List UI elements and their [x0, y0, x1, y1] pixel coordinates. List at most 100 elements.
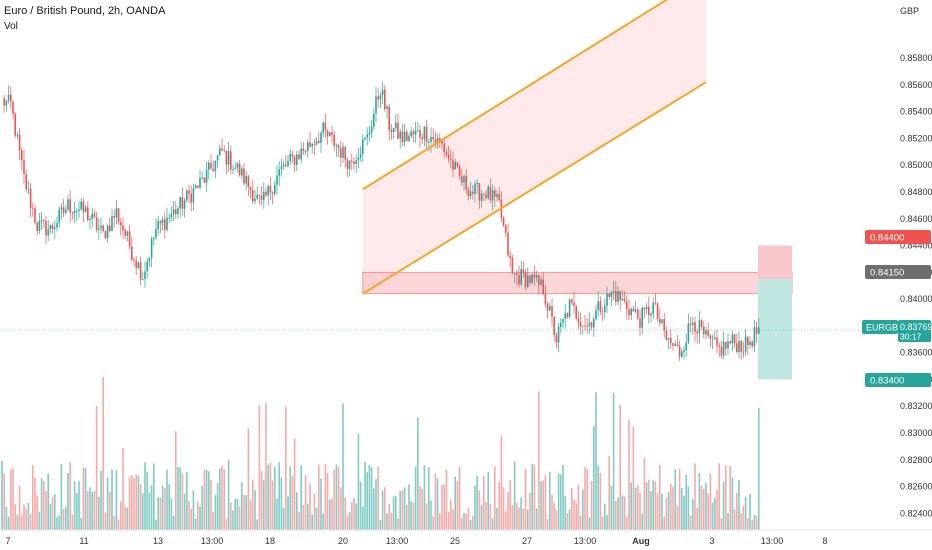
- volume-bar: [267, 464, 269, 530]
- volume-bar: [87, 491, 89, 530]
- volume-bar: [329, 499, 331, 530]
- candle-body: [505, 225, 507, 233]
- volume-bar: [230, 502, 232, 530]
- candle-body: [533, 274, 536, 278]
- volume-bar: [386, 513, 388, 530]
- candle-body: [23, 160, 25, 175]
- candle-body: [472, 191, 474, 194]
- candle-body: [355, 160, 357, 165]
- volume-bar: [408, 484, 410, 530]
- volume-bar: [98, 496, 100, 530]
- volume-bar: [758, 407, 760, 530]
- candle-body: [740, 340, 742, 352]
- candle-body: [331, 132, 333, 136]
- volume-bar: [344, 497, 346, 530]
- volume-bar: [755, 515, 758, 530]
- volume-bar: [659, 465, 661, 530]
- volume-bar: [76, 492, 78, 530]
- candle-body: [137, 262, 140, 268]
- candle-body: [181, 197, 184, 209]
- volume-bar: [71, 514, 74, 530]
- candle-body: [282, 164, 285, 167]
- volume-bar: [601, 516, 604, 530]
- volume-bar: [667, 491, 670, 530]
- candle-body: [21, 150, 23, 161]
- volume-bar: [73, 481, 76, 530]
- volume-bar: [555, 510, 558, 530]
- volume-bar: [709, 473, 712, 530]
- volume-bar: [751, 519, 753, 530]
- volume-bar: [678, 468, 681, 530]
- candle-body: [716, 337, 718, 346]
- volume-bar: [615, 500, 617, 530]
- volume-bar: [747, 517, 749, 530]
- volume-bar: [210, 480, 212, 530]
- volume-bar: [579, 515, 582, 530]
- volume-bar: [718, 463, 720, 530]
- volume-bar: [628, 419, 630, 530]
- candle-body: [408, 135, 410, 142]
- time-tick-label: 27: [522, 536, 532, 546]
- candle-body: [428, 142, 430, 143]
- candle-body: [124, 230, 126, 236]
- candle-body: [267, 186, 269, 196]
- candle-body: [700, 320, 703, 327]
- volume-bar: [711, 502, 714, 530]
- volume-bar: [390, 513, 393, 530]
- candle-body: [465, 175, 467, 190]
- volume-bar: [476, 475, 478, 530]
- candle-body: [98, 228, 100, 230]
- volume-bar: [293, 438, 296, 530]
- volume-bar: [637, 485, 639, 530]
- candle-body: [183, 200, 186, 209]
- candle-body: [232, 169, 234, 170]
- candle-body: [445, 152, 448, 155]
- volume-bar: [685, 474, 687, 530]
- candle-body: [5, 100, 8, 106]
- volume-bar: [588, 517, 591, 530]
- candle-body: [630, 308, 632, 316]
- candle-body: [329, 132, 331, 136]
- candle-body: [751, 341, 753, 347]
- volume-bar: [623, 496, 626, 530]
- candle-body: [62, 207, 65, 213]
- volume-bar: [120, 502, 122, 530]
- volume-bar: [104, 512, 107, 530]
- candle-body: [225, 150, 228, 165]
- volume-bar: [546, 518, 549, 530]
- volume-bar: [56, 517, 58, 530]
- volume-bar: [403, 487, 406, 530]
- candle-body: [43, 219, 45, 222]
- candle-body: [269, 186, 272, 193]
- volume-bar: [263, 479, 265, 530]
- symbol-label: EURGBP: [866, 323, 904, 333]
- volume-bar: [137, 475, 140, 530]
- volume-bar: [278, 462, 280, 530]
- volume-bar: [38, 511, 41, 530]
- candle-body: [157, 220, 159, 229]
- volume-bar: [23, 504, 25, 530]
- volume-bar: [351, 502, 353, 530]
- candle-body: [326, 130, 329, 136]
- currency-label: GBP: [900, 6, 919, 16]
- candle-body: [406, 131, 408, 142]
- volume-bar: [122, 448, 124, 530]
- candle-body: [252, 189, 254, 202]
- volume-bar: [155, 519, 157, 530]
- volume-bar: [296, 492, 298, 530]
- candle-body: [645, 306, 648, 310]
- candle-body: [707, 330, 709, 336]
- candle-body: [483, 193, 485, 195]
- candle-body: [654, 302, 657, 304]
- symbol-badge: [862, 320, 898, 334]
- volume-bar: [205, 469, 208, 530]
- volume-bar: [397, 518, 399, 530]
- candle-body: [258, 194, 261, 196]
- volume-bar: [707, 493, 709, 530]
- volume-bar: [201, 485, 203, 530]
- price-tick-label: 0.82800: [900, 455, 932, 465]
- volume-bar: [617, 497, 619, 530]
- volume-bar: [414, 466, 417, 530]
- volume-bar: [705, 483, 707, 530]
